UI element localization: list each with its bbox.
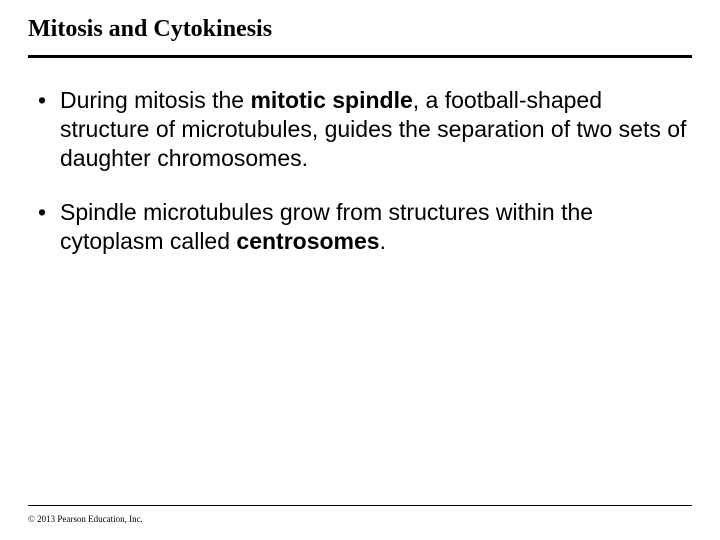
slide-title: Mitosis and Cytokinesis	[28, 16, 692, 43]
bullet-list: During mitosis the mitotic spindle, a fo…	[28, 86, 692, 256]
bullet-item: During mitosis the mitotic spindle, a fo…	[34, 86, 692, 172]
bullet-text-bold: mitotic spindle	[250, 87, 412, 113]
bullet-text-pre: During mitosis the	[60, 87, 250, 113]
bullet-text-post: .	[380, 228, 386, 254]
slide-container: Mitosis and Cytokinesis During mitosis t…	[0, 0, 720, 540]
copyright-text: © 2013 Pearson Education, Inc.	[28, 514, 143, 524]
title-divider	[28, 55, 692, 58]
footer-divider	[28, 505, 692, 506]
bullet-text-bold: centrosomes	[236, 228, 379, 254]
bullet-item: Spindle microtubules grow from structure…	[34, 198, 692, 256]
